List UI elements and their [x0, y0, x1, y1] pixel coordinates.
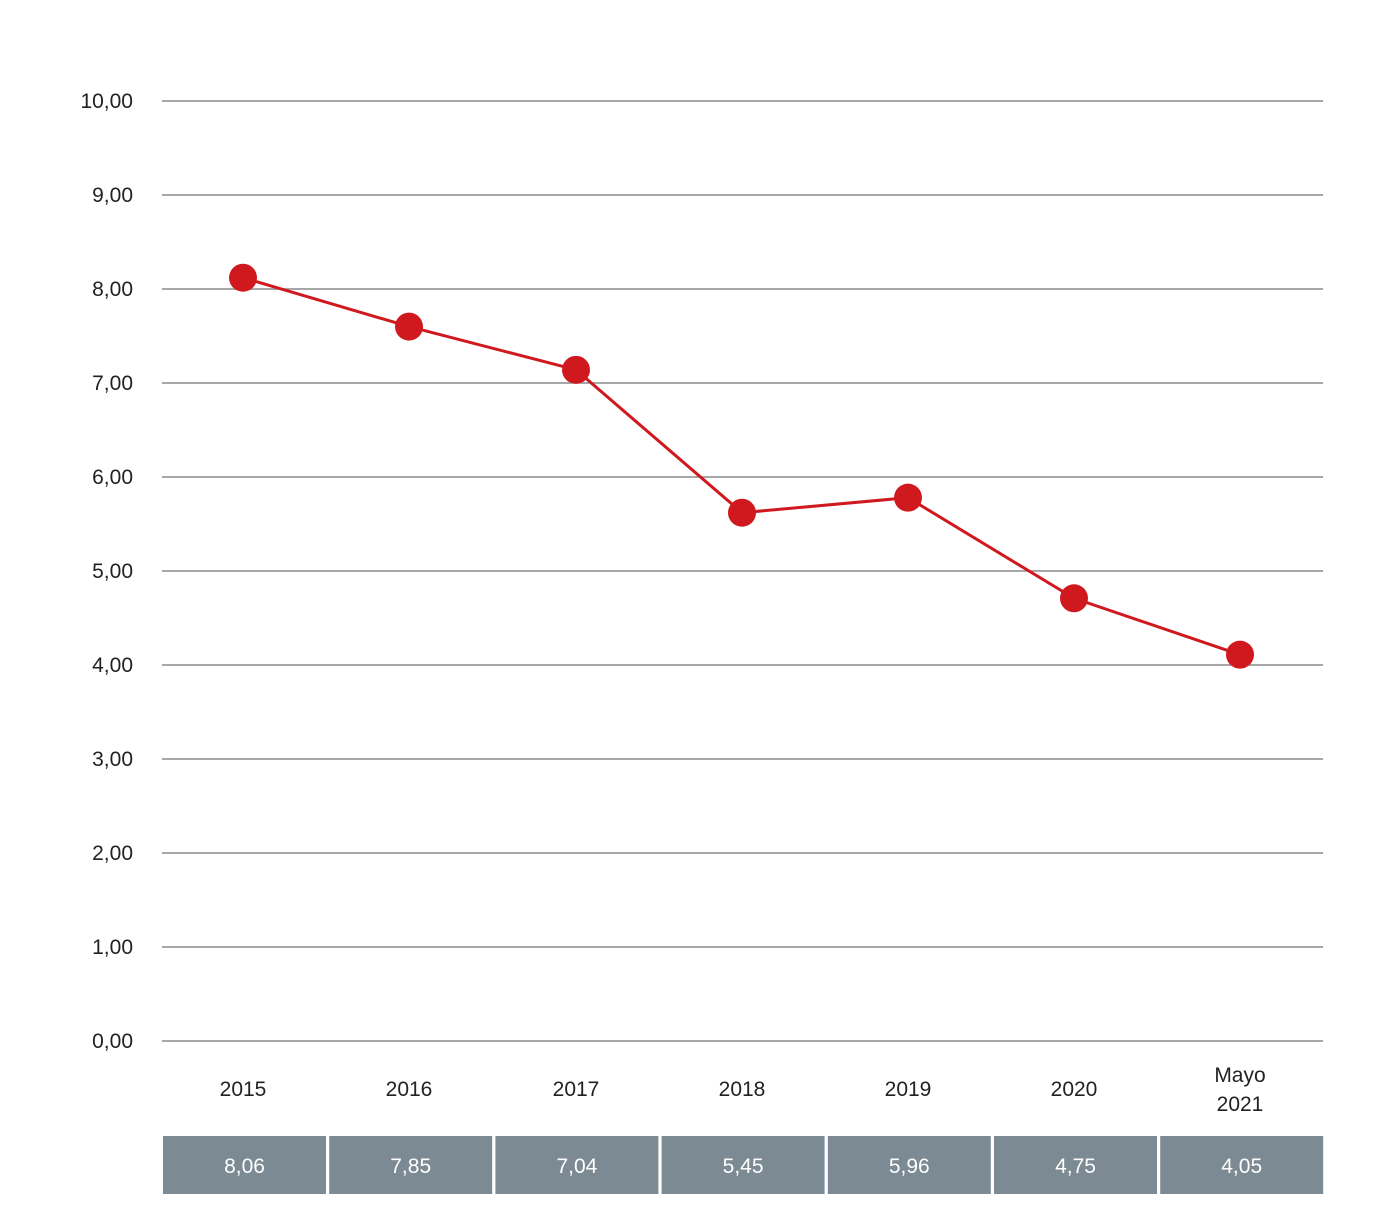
y-tick-label: 4,00 [92, 654, 133, 677]
x-tick-label: 2018 [719, 1078, 766, 1101]
data-point [395, 312, 423, 341]
y-tick-label: 9,00 [92, 184, 133, 207]
table-value: 8,06 [224, 1155, 265, 1178]
data-point [894, 483, 922, 512]
data-point [562, 355, 590, 384]
table-cell [163, 1136, 326, 1194]
x-tick-label: Mayo 2021 [1214, 1064, 1265, 1116]
table-value: 5,45 [723, 1155, 764, 1178]
data-point [728, 498, 756, 527]
y-tick-label: 0,00 [92, 1030, 133, 1053]
x-tick-label: 2020 [1051, 1078, 1098, 1101]
y-tick-label: 3,00 [92, 748, 133, 771]
y-tick-label: 8,00 [92, 278, 133, 301]
table-value: 4,75 [1055, 1155, 1096, 1178]
y-tick-label: 10,00 [80, 90, 133, 113]
x-tick-label: 2017 [553, 1078, 600, 1101]
y-tick-label: 6,00 [92, 466, 133, 489]
y-tick-label: 1,00 [92, 936, 133, 959]
x-tick-label: 2019 [885, 1078, 932, 1101]
data-point [1226, 640, 1254, 669]
x-tick-label: 2016 [386, 1078, 433, 1101]
table-value: 4,05 [1221, 1155, 1262, 1178]
table-cell [661, 1136, 825, 1194]
series-line [242, 276, 1241, 657]
table-cell [1160, 1136, 1324, 1194]
data-point [1060, 584, 1088, 613]
table-cell [329, 1136, 493, 1194]
table-value: 7,85 [390, 1155, 431, 1178]
y-tick-label: 5,00 [92, 560, 133, 583]
y-tick-label: 7,00 [92, 372, 133, 395]
table-value: 7,04 [556, 1155, 597, 1178]
data-point [229, 263, 257, 292]
table-cell [994, 1136, 1157, 1194]
table-value: 5,96 [889, 1155, 930, 1178]
table-cell [827, 1136, 991, 1194]
x-tick-label: 2015 [220, 1078, 267, 1101]
table-cell [495, 1136, 659, 1194]
y-tick-label: 2,00 [92, 842, 133, 865]
